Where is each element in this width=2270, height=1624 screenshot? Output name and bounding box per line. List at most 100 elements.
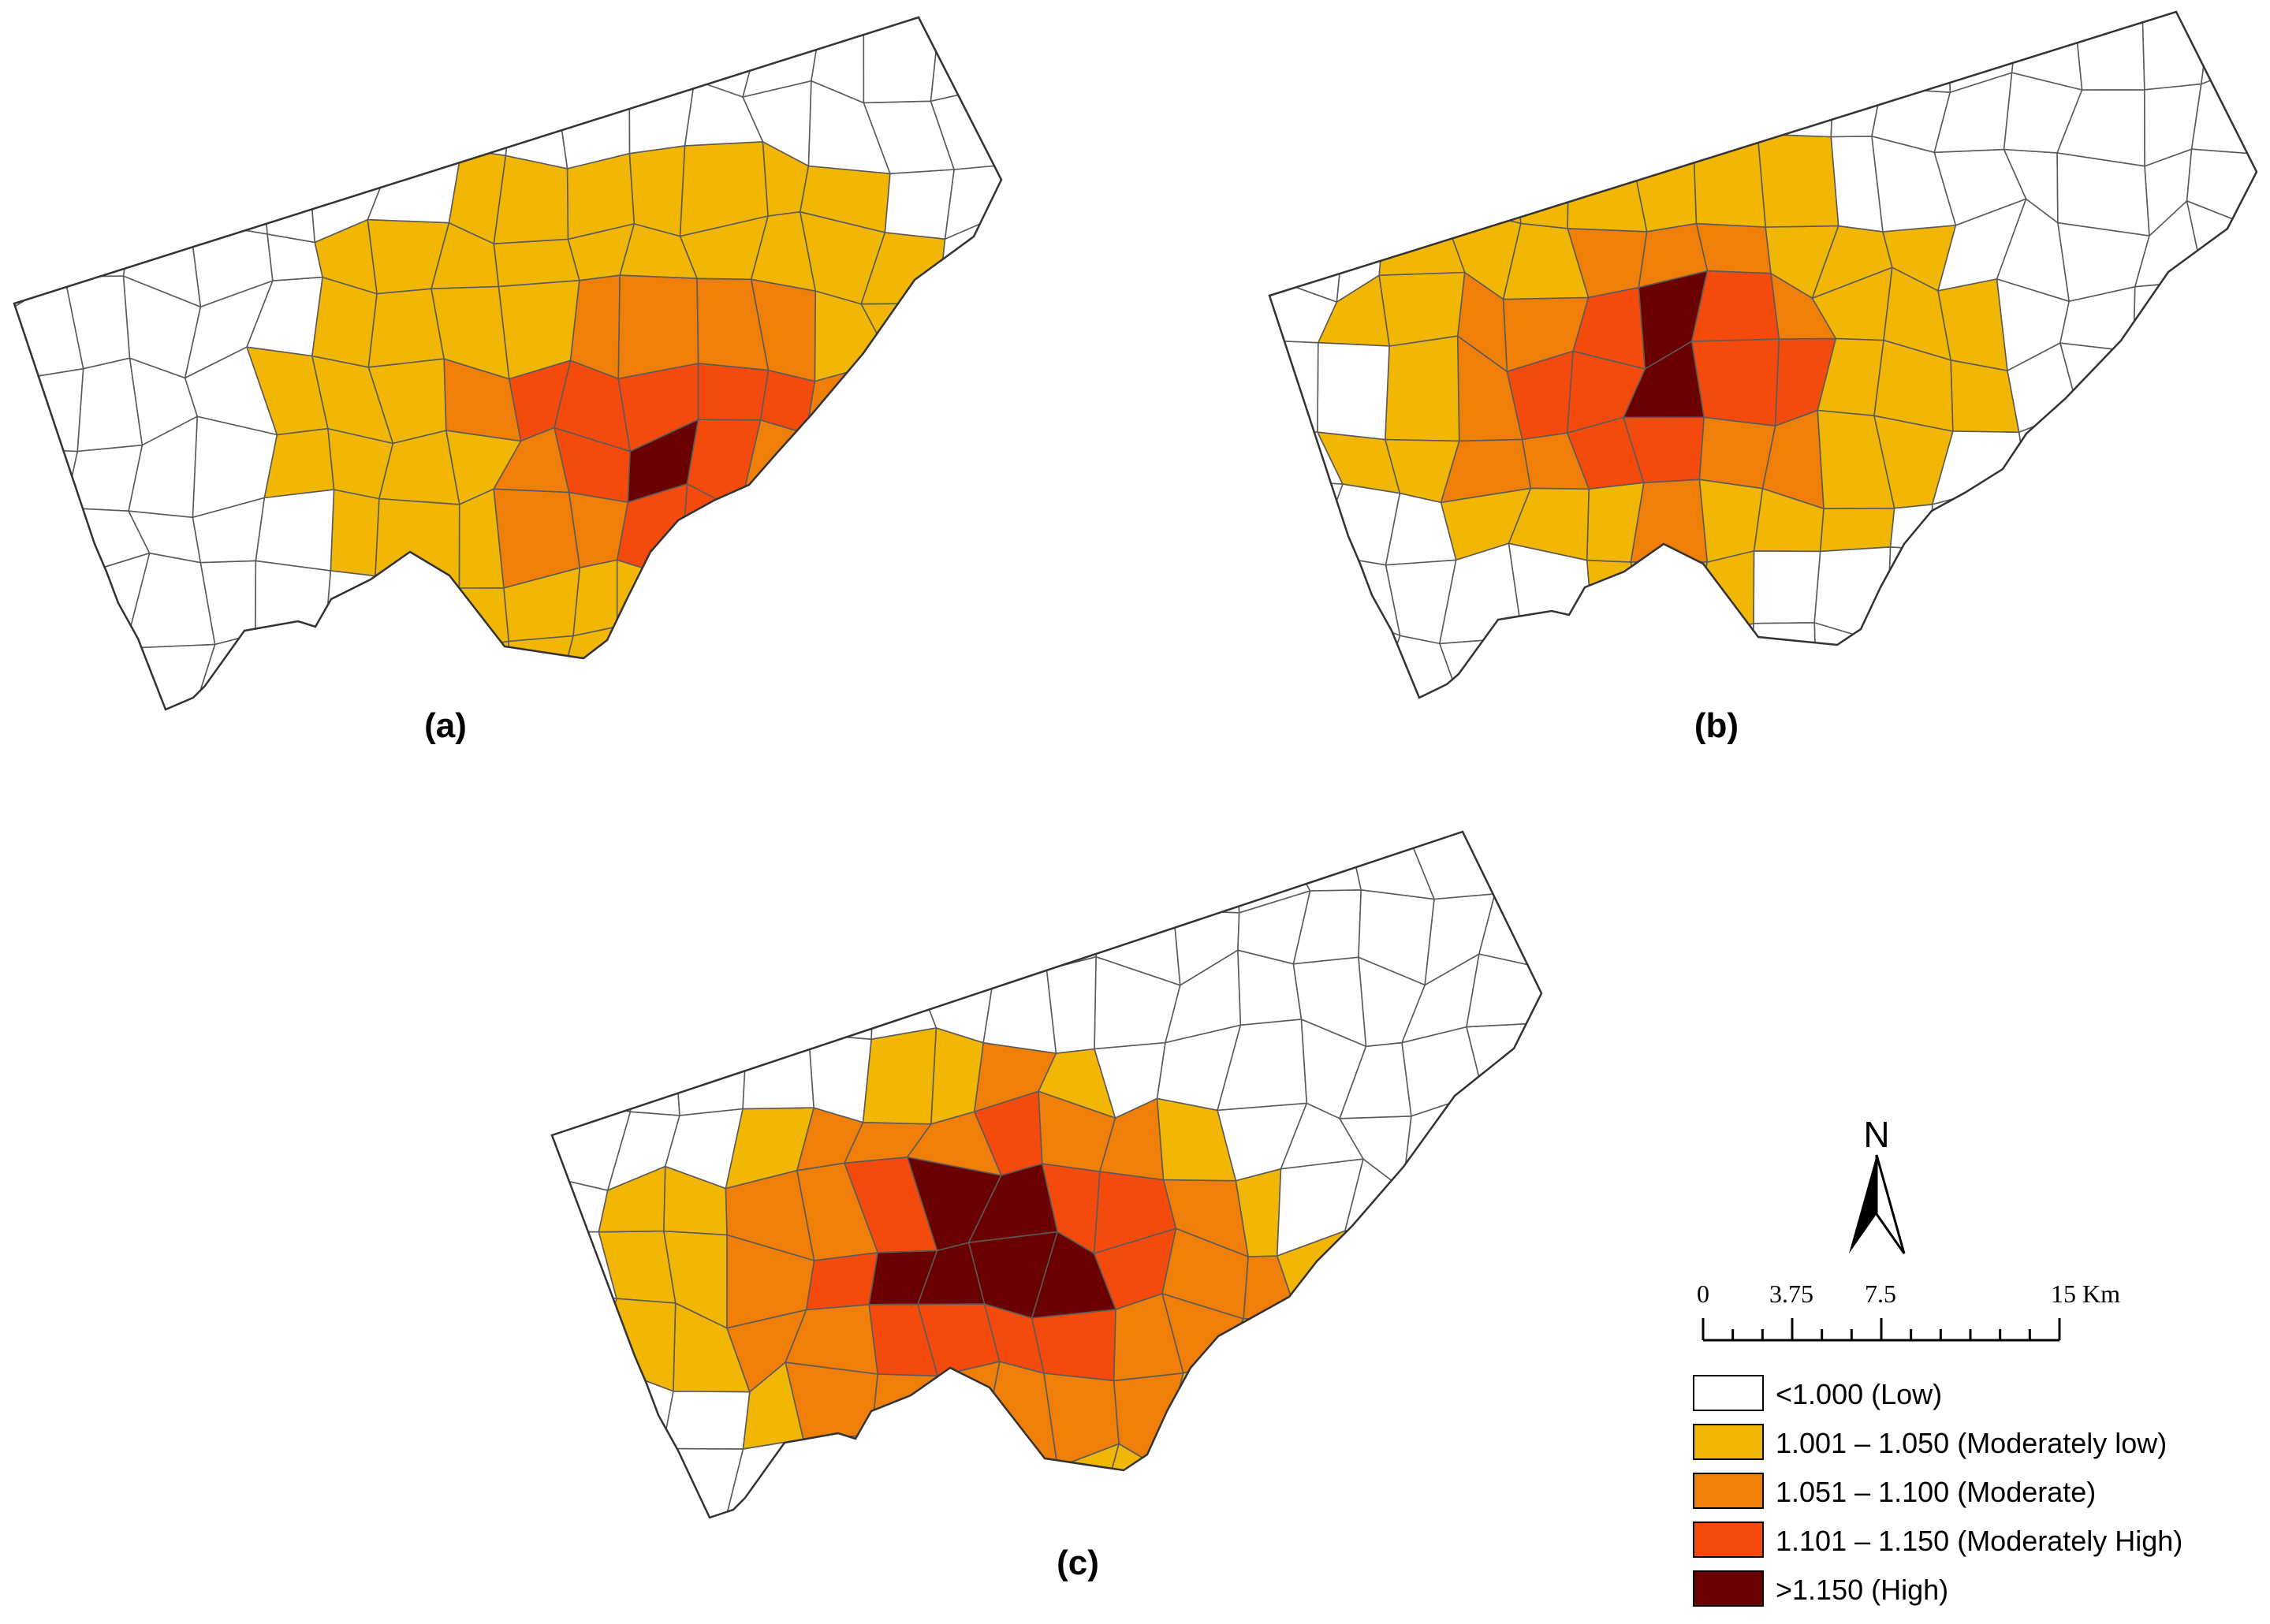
tract-low — [1463, 1231, 1541, 1307]
tract-low — [939, 630, 1001, 710]
tract-moderately-low — [862, 1026, 937, 1125]
tract-moderately-low — [330, 489, 380, 577]
tract-moderately-low — [1687, 549, 1755, 645]
tract-low — [1889, 504, 1933, 551]
tract-moderately-low — [935, 490, 1001, 583]
tract-low — [2001, 547, 2071, 632]
tract-low — [2204, 363, 2257, 427]
tract-low — [673, 953, 749, 1047]
tract-low — [306, 73, 401, 162]
tract-low — [1405, 1388, 1478, 1456]
tract-moderately-low — [1378, 271, 1466, 347]
legend-swatch-low — [1693, 1375, 1764, 1411]
scale-tick-label-7-5: 7.5 — [1865, 1279, 1896, 1308]
tract-low — [1288, 1371, 1349, 1455]
tract-low — [905, 832, 975, 915]
tract-low — [14, 17, 83, 77]
tract-low — [431, 17, 522, 90]
legend-swatch-moderate — [1693, 1473, 1764, 1509]
tract-low — [552, 832, 615, 896]
tract-moderate — [1695, 222, 1772, 274]
tract-moderately-low — [870, 413, 956, 493]
tract-moderate — [1698, 416, 1776, 490]
tract-low — [78, 73, 147, 162]
tract-low — [1321, 67, 1400, 148]
tract-moderately-low — [809, 623, 877, 710]
tract-low — [14, 643, 69, 710]
tract-low — [785, 832, 862, 890]
tract-low — [254, 633, 340, 710]
tract-low — [1269, 133, 1349, 220]
tract-low — [674, 1018, 748, 1116]
legend: <1.000 (Low) 1.001 – 1.050 (Moderately lo… — [1693, 1375, 2182, 1607]
tract-moderate — [739, 503, 816, 590]
tract-moderately-low — [616, 559, 690, 657]
tract-low — [76, 151, 147, 221]
tract-low — [258, 83, 311, 154]
tract-low — [121, 643, 216, 710]
tract-low — [1474, 1376, 1541, 1452]
tract-low — [884, 169, 956, 240]
tract-low — [1449, 70, 1514, 140]
tract-low — [982, 968, 1057, 1055]
tract-low — [847, 883, 918, 959]
tract-low — [1570, 12, 1656, 98]
map-label-c: (c) — [1057, 1544, 1099, 1582]
tract-moderately-low — [952, 575, 1001, 635]
tract-low — [2131, 568, 2197, 636]
scale-bar: 0 3.75 7.5 15 Km — [1697, 1279, 2120, 1342]
tract-low — [2073, 12, 2145, 91]
tract-low — [1568, 60, 1657, 137]
tract-moderately-low — [1586, 559, 1642, 624]
tract-low — [596, 832, 665, 902]
tract-moderately-low — [868, 624, 954, 710]
tract-low — [2006, 615, 2072, 698]
tract-low — [1687, 622, 1754, 698]
tract-moderately-low — [493, 155, 569, 244]
tract-moderately-low — [616, 625, 690, 710]
tract-low — [1930, 548, 2008, 632]
tract-low — [721, 951, 810, 1035]
tract-moderately-low — [1439, 135, 1522, 225]
tract-moderately-low — [807, 486, 893, 567]
tract-low — [628, 1041, 680, 1116]
tract-low — [1288, 1442, 1352, 1518]
tract-low — [367, 148, 463, 224]
tract-moderately-low — [870, 359, 956, 434]
north-arrow-left-half — [1849, 1155, 1877, 1253]
tract-moderately-low — [371, 635, 458, 710]
tract-low — [1344, 133, 1393, 220]
tract-moderately-high — [1690, 270, 1780, 342]
legend-label-low: <1.000 (Low) — [1776, 1378, 1942, 1410]
tract-low — [607, 1436, 665, 1518]
tract-moderately-low — [449, 640, 510, 710]
tract-low — [1321, 12, 1400, 74]
tract-low — [254, 560, 332, 644]
tract-low — [1934, 609, 2019, 698]
tract-low — [64, 206, 132, 277]
tract-low — [1401, 1160, 1497, 1234]
tract-moderately-low — [935, 414, 1001, 499]
tract-low — [259, 139, 316, 244]
tract-low — [1405, 1449, 1476, 1518]
tract-low — [972, 832, 1059, 914]
legend-label-moderately-low: 1.001 – 1.050 (Moderately low) — [1776, 1427, 2167, 1459]
tract-low — [1046, 832, 1113, 918]
tract-moderately-low — [785, 1434, 873, 1518]
tract-moderately-low — [857, 1434, 938, 1518]
tract-low — [1644, 12, 1709, 75]
north-arrow-right-half — [1875, 1154, 1906, 1254]
tract-low — [552, 1041, 632, 1113]
tract-low — [1463, 12, 1514, 76]
tract-low — [627, 17, 695, 81]
tract-low — [14, 497, 66, 581]
tract-low — [1347, 1318, 1415, 1397]
tract-low — [251, 17, 322, 106]
tract-moderately-low — [508, 635, 575, 710]
tract-moderately-low — [753, 653, 815, 710]
tract-low — [1511, 69, 1572, 140]
tract-low — [1886, 546, 1965, 646]
map-label-b: (b) — [1694, 706, 1739, 745]
tract-low — [1391, 72, 1466, 148]
tract-moderately-low — [938, 370, 1001, 434]
